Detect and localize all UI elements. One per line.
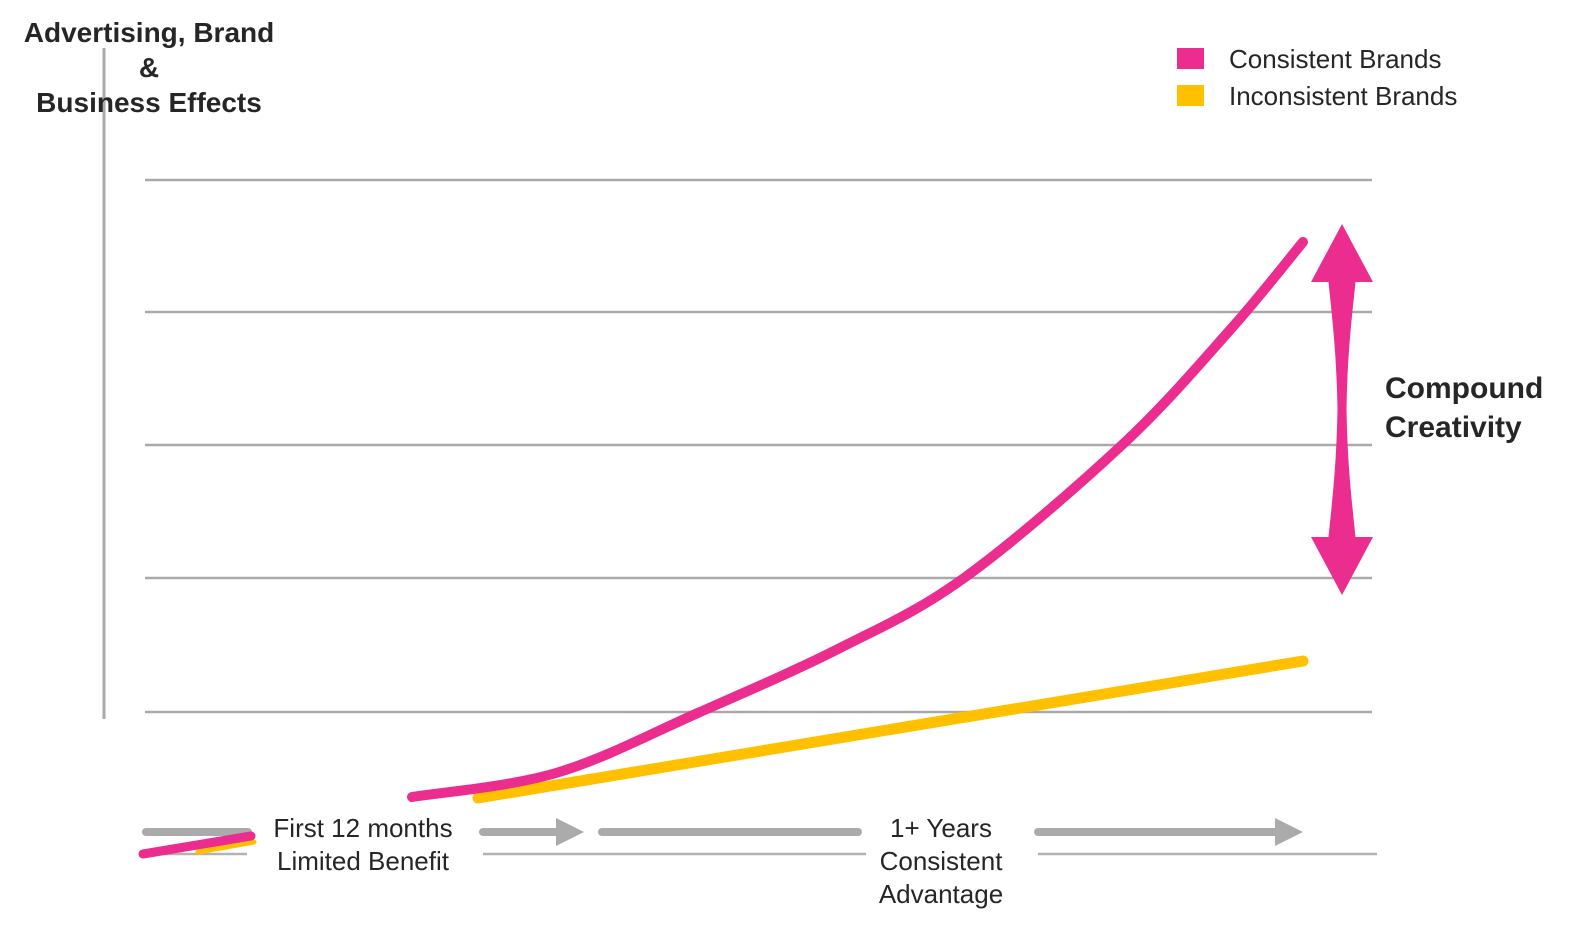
inconsistent-brands-swatch (1177, 85, 1204, 106)
pink-line-fragment (138, 831, 256, 859)
consistent-brands-curve (407, 237, 1308, 802)
legend-label: Inconsistent Brands (1229, 80, 1458, 111)
y-axis-title: Advertising, Brand & Business Effects (23, 17, 275, 118)
inconsistent-brands-line (472, 655, 1309, 804)
legend-item-inconsistent: Inconsistent Brands (1177, 77, 1457, 114)
compound-creativity-label: Compound Creativity (1385, 372, 1544, 444)
consistent-brands-swatch (1177, 48, 1204, 69)
legend: Consistent Brands Inconsistent Brands (1177, 40, 1457, 114)
legend-item-consistent: Consistent Brands (1177, 40, 1457, 77)
yellow-line-fragment (195, 839, 257, 855)
legend-label: Consistent Brands (1229, 43, 1442, 74)
phase1-label: First 12 months Limited Benefit (273, 813, 453, 876)
timeline-arrowhead-icon (556, 818, 584, 846)
timeline-arrowhead-icon (1275, 818, 1303, 846)
phase2-label: 1+ Years Consistent Advantage (878, 813, 1004, 909)
compound-creativity-arrow-icon (1311, 224, 1373, 595)
